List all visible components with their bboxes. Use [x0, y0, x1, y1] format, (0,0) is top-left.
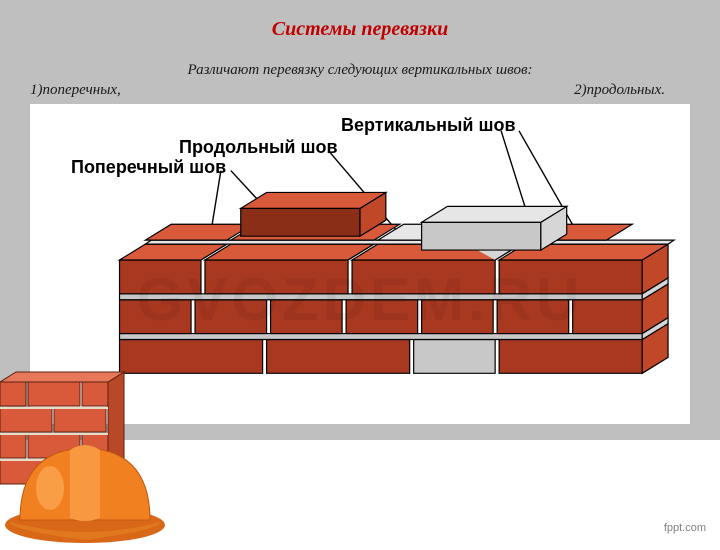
- label-transverse-seam: Поперечный шов: [71, 157, 226, 178]
- label-vertical-seam: Вертикальный шов: [341, 115, 516, 136]
- list-item-1: 1)поперечных,: [30, 82, 121, 99]
- subtitle-text: Различают перевязку следующих вертикальн…: [0, 62, 720, 79]
- credit-text: fppt.com: [664, 522, 706, 534]
- list-item-2: 2)продольных.: [574, 82, 665, 99]
- label-longitudinal-seam: Продольный шов: [179, 137, 338, 158]
- page-title: Системы перевязки: [0, 18, 720, 41]
- corner-decoration: [0, 330, 190, 550]
